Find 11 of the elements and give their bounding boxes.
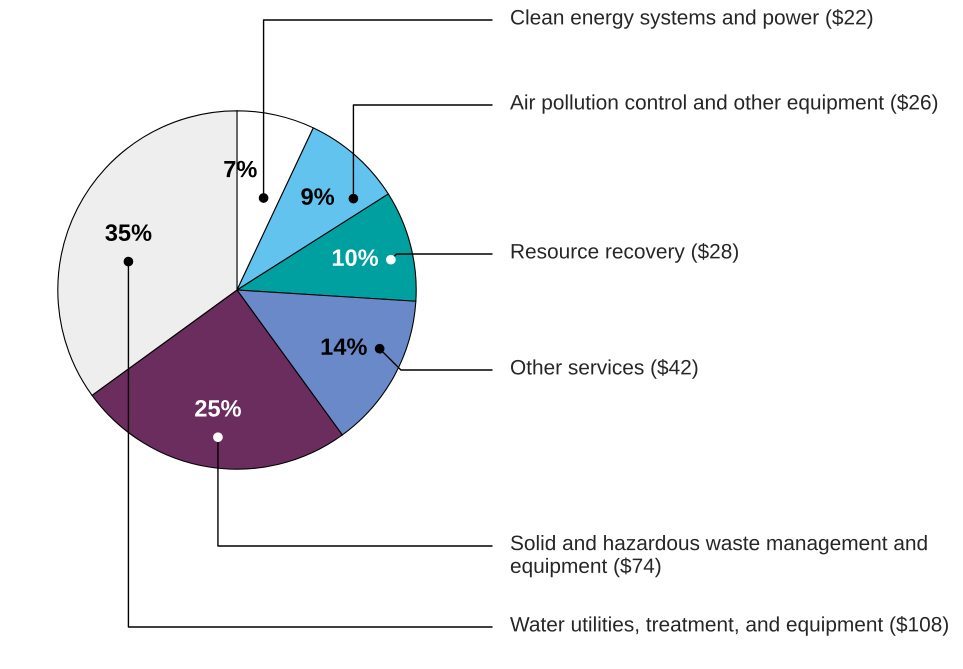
slice-label: Air pollution control and other equipment ($26) (510, 94, 938, 114)
data-label: 10% (332, 249, 378, 266)
slice-label: Other services ($42) (510, 358, 698, 379)
slice-label: Water utilities, treatment, and equipment ($108) (510, 616, 948, 636)
slice-label: Resource recovery ($28) (512, 243, 738, 263)
data-label: 25% (195, 400, 241, 417)
slice-label: Solid and hazardous waste management and equipment ($74) (510, 535, 927, 578)
data-label: 14% (322, 338, 367, 355)
data-label: 9% (301, 188, 334, 205)
data-label: 35% (105, 224, 152, 242)
slice-label: Clean energy systems and power ($22) (511, 9, 872, 29)
